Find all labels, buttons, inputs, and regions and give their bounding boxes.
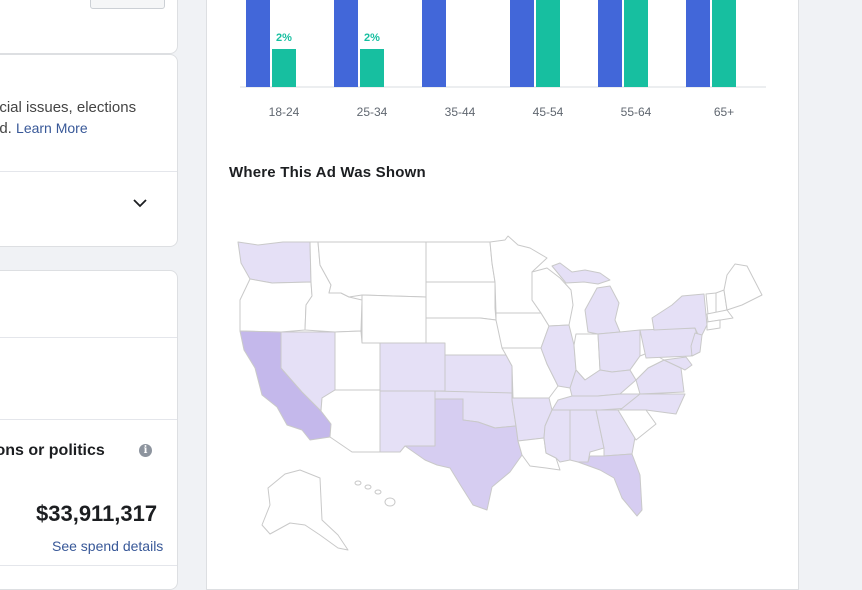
state-nj[interactable] xyxy=(690,332,703,357)
bar-series1-25-34 xyxy=(334,0,358,87)
state-az[interactable] xyxy=(320,389,381,453)
state-ma[interactable] xyxy=(706,309,734,323)
bar-series1-18-24 xyxy=(246,0,270,87)
desc-line-1: ocial issues, elections xyxy=(0,99,137,116)
x-tick-label: 45-54 xyxy=(533,105,564,119)
state-ky[interactable] xyxy=(569,369,637,397)
chevron-down-icon[interactable] xyxy=(131,194,149,212)
state-pa[interactable] xyxy=(639,327,701,359)
x-tick-label: 55-64 xyxy=(621,105,652,119)
bar-series1-45-54 xyxy=(510,0,534,87)
state-mi[interactable] xyxy=(584,285,621,335)
bar-series1-55-64 xyxy=(598,0,622,87)
state-wa[interactable] xyxy=(237,241,312,284)
spend-card: ions or politics i $33,911,317 See spend… xyxy=(0,270,178,590)
bar-series1-35-44 xyxy=(422,0,446,87)
state-ks[interactable] xyxy=(444,354,513,394)
x-tick-label: 35-44 xyxy=(445,105,476,119)
us-map: .st { stroke:#c9c9c9; stroke-width:1; st… xyxy=(237,235,763,551)
bar-series1-65+ xyxy=(686,0,710,87)
state-nc[interactable] xyxy=(619,393,686,415)
state-nd[interactable] xyxy=(425,241,496,283)
state-fl[interactable] xyxy=(577,453,643,517)
age-bar-chart: 2% 18-24 2% 25-34 35-44 45-54 55-64 65+ xyxy=(240,0,766,119)
bar-series2-45-54 xyxy=(536,0,560,87)
state-tx[interactable] xyxy=(404,398,523,511)
state-me[interactable] xyxy=(723,263,763,311)
state-ia[interactable] xyxy=(495,312,550,349)
divider xyxy=(0,565,177,566)
about-description: ocial issues, elections ad. Learn More xyxy=(0,98,171,139)
info-icon[interactable]: i xyxy=(139,444,152,457)
state-ms[interactable] xyxy=(543,409,571,463)
sidebar-card-top xyxy=(0,0,178,54)
state-wy[interactable] xyxy=(361,294,427,344)
state-vt[interactable] xyxy=(705,292,717,315)
state-ct[interactable] xyxy=(706,319,721,331)
state-ak[interactable] xyxy=(261,469,349,551)
learn-more-link[interactable]: Learn More xyxy=(16,120,88,136)
state-sd[interactable] xyxy=(425,281,497,321)
state-mi-up[interactable] xyxy=(551,262,611,285)
state-hi[interactable] xyxy=(354,480,396,507)
state-tn[interactable] xyxy=(551,393,641,411)
see-spend-details-link[interactable]: See spend details xyxy=(52,538,164,554)
state-md[interactable] xyxy=(663,356,693,371)
x-tick-label: 18-24 xyxy=(269,105,300,119)
data-label-18-24: 2% xyxy=(276,32,292,44)
spend-total: $33,911,317 xyxy=(36,501,158,526)
map-title: Where This Ad Was Shown xyxy=(229,164,426,181)
x-tick-label: 25-34 xyxy=(357,105,388,119)
data-label-25-34: 2% xyxy=(364,32,380,44)
divider xyxy=(0,171,177,172)
bar-series2-65+ xyxy=(712,0,736,87)
state-mt[interactable] xyxy=(317,241,427,298)
divider xyxy=(0,419,177,420)
about-card: ocial issues, elections ad. Learn More xyxy=(0,54,178,247)
bar-series2-55-64 xyxy=(624,0,648,87)
bar-series2-25-34 xyxy=(360,49,384,87)
state-co[interactable] xyxy=(379,342,446,392)
x-tick-label: 65+ xyxy=(714,105,734,119)
divider xyxy=(0,337,177,338)
bar-series2-18-24 xyxy=(272,49,296,87)
politics-label: ions or politics xyxy=(0,442,105,459)
state-or[interactable] xyxy=(239,278,313,333)
desc-line-2: ad. xyxy=(0,120,12,137)
top-button[interactable] xyxy=(90,0,165,9)
state-wi[interactable] xyxy=(531,267,574,327)
state-nm[interactable] xyxy=(379,390,436,453)
